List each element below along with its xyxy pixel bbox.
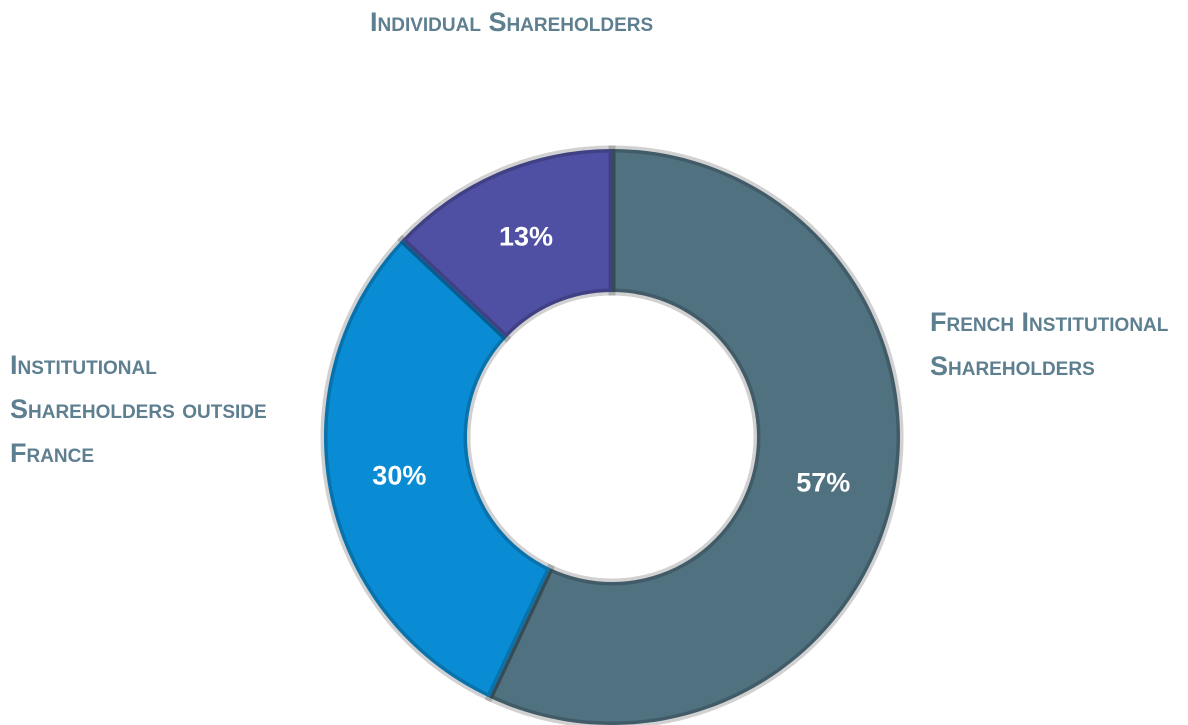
donut-segment bbox=[397, 145, 616, 343]
category-label: French Institutional Shareholders bbox=[930, 307, 1169, 381]
donut-segment bbox=[320, 234, 555, 703]
value-label: 30% bbox=[372, 461, 426, 491]
value-label: 57% bbox=[796, 467, 850, 497]
category-label: Institutional Shareholders outside Franc… bbox=[10, 350, 267, 468]
category-label: Individual Shareholders bbox=[370, 7, 654, 37]
value-label: 13% bbox=[499, 221, 553, 251]
